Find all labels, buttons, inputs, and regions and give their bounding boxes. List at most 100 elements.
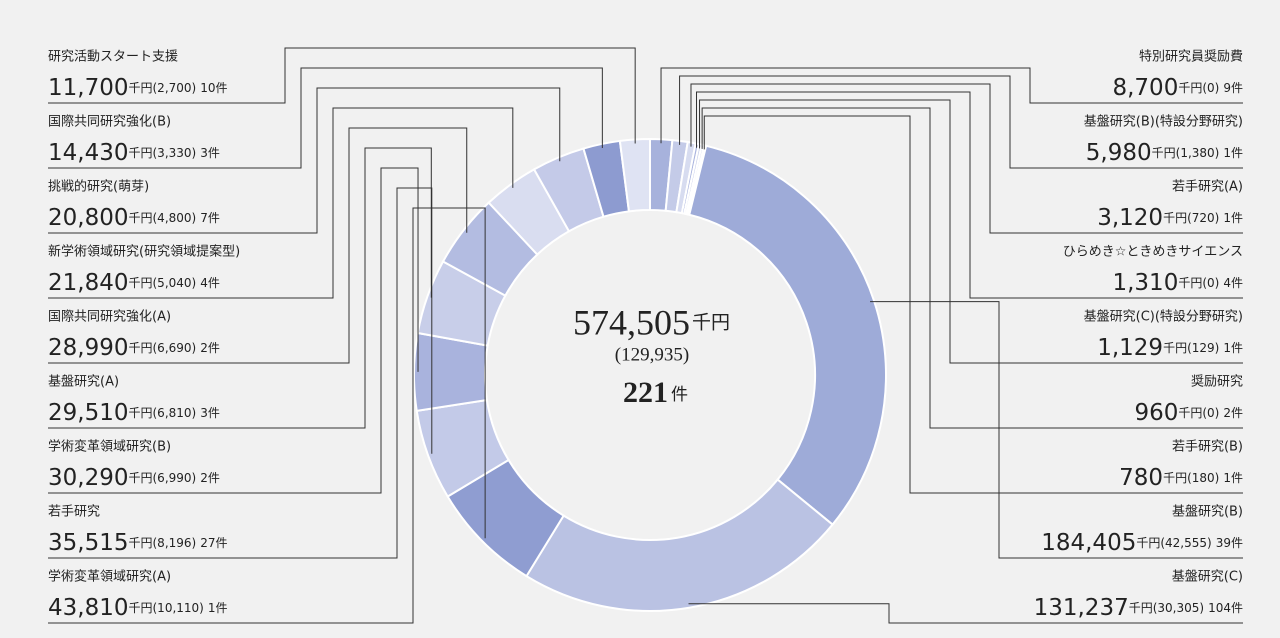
unit: 千円 [128, 211, 152, 225]
value-label: 30,290 [48, 465, 128, 491]
label-group: 基盤研究(C)(特設分野研究) 1,129千円(129) 1件 [1084, 309, 1243, 361]
count: 3件 [200, 406, 220, 420]
label-group: 研究活動スタート支援 11,700千円(2,700) 10件 [48, 50, 228, 101]
label-group: 若手研究 35,515千円(8,196) 27件 [48, 504, 228, 556]
indirect: (1,380) [1176, 146, 1220, 160]
category-label: 学術変革領域研究(B) [48, 439, 171, 455]
leader-line [690, 83, 1243, 234]
indirect: (8,196) [153, 536, 197, 550]
donut-segment [413, 331, 489, 412]
label-group: 奨励研究 960千円(0) 2件 [1134, 375, 1243, 426]
donut-segment [618, 137, 651, 213]
indirect: (42,555) [1160, 536, 1211, 550]
value-line: 20,800千円(4,800) 7件 [48, 205, 220, 231]
leader-line [48, 107, 514, 299]
value-line: 8,700千円(0) 9件 [1112, 75, 1243, 101]
unit: 千円 [1178, 81, 1202, 95]
center-unit: 千円 [692, 312, 730, 334]
category-label: 基盤研究(B)(特設分野研究) [1084, 114, 1243, 130]
category-label: 国際共同研究強化(A) [48, 310, 171, 325]
value-line: 5,980千円(1,380) 1件 [1086, 140, 1243, 166]
value-line: 21,840千円(5,040) 4件 [48, 270, 220, 296]
leader-line [696, 91, 1243, 299]
label-group: 国際共同研究強化(B) 14,430千円(3,330) 3件 [48, 115, 220, 166]
unit: 千円 [128, 81, 152, 95]
value-label: 184,405 [1041, 530, 1136, 556]
label-group: 基盤研究(C) 131,237千円(30,305) 104件 [1034, 570, 1243, 621]
indirect: (30,305) [1153, 601, 1204, 615]
unit: 千円 [128, 146, 152, 160]
count: 1件 [208, 601, 228, 615]
indirect: (6,810) [153, 406, 197, 420]
indirect: (129) [1187, 341, 1219, 355]
value-label: 28,990 [48, 335, 128, 361]
leader-line [48, 187, 433, 559]
unit: 千円 [1163, 211, 1187, 225]
unit: 千円 [1129, 601, 1153, 615]
indirect: (6,690) [153, 341, 197, 355]
value-label: 780 [1119, 465, 1163, 491]
center-total: 574,505 [573, 302, 690, 342]
count: 104件 [1208, 601, 1243, 615]
category-label: 特別研究員奨励費 [1139, 50, 1243, 65]
donut-segment [688, 144, 887, 526]
value-label: 3,120 [1097, 205, 1163, 231]
count: 4件 [200, 276, 220, 290]
label-group: 若手研究(A) 3,120千円(720) 1件 [1097, 179, 1243, 231]
value-label: 960 [1134, 400, 1178, 426]
value-line: 184,405千円(42,555) 39件 [1041, 530, 1243, 556]
count: 2件 [200, 341, 220, 355]
unit: 千円 [128, 536, 152, 550]
leader-line [660, 67, 1243, 144]
value-label: 20,800 [48, 205, 128, 231]
leader-line [699, 99, 1243, 364]
center-count: 221 [623, 376, 668, 409]
count: 39件 [1216, 536, 1243, 550]
value-label: 11,700 [48, 75, 128, 101]
label-group: 基盤研究(B) 184,405千円(42,555) 39件 [1041, 505, 1243, 556]
category-label: 基盤研究(A) [48, 375, 119, 390]
leader-line [48, 167, 419, 494]
count: 10件 [200, 81, 227, 95]
value-label: 21,840 [48, 270, 128, 296]
value-line: 3,120千円(720) 1件 [1097, 205, 1243, 231]
value-line: 35,515千円(8,196) 27件 [48, 530, 228, 556]
count: 3件 [200, 146, 220, 160]
value-line: 780千円(180) 1件 [1119, 465, 1243, 491]
value-label: 14,430 [48, 140, 128, 166]
unit: 千円 [1163, 471, 1187, 485]
count: 1件 [1223, 211, 1243, 225]
count: 1件 [1223, 146, 1243, 160]
category-label: 若手研究 [48, 504, 100, 520]
unit: 千円 [1163, 341, 1187, 355]
leader-line [48, 147, 432, 429]
value-label: 5,980 [1086, 140, 1152, 166]
indirect: (0) [1202, 81, 1219, 95]
label-group: 特別研究員奨励費 8,700千円(0) 9件 [1112, 50, 1243, 101]
category-label: 若手研究(A) [1172, 179, 1243, 195]
category-label: 新学術領域研究(研究領域提案型) [48, 244, 240, 260]
unit: 千円 [1178, 406, 1202, 420]
count: 7件 [200, 211, 220, 225]
value-line: 960千円(0) 2件 [1134, 400, 1243, 426]
category-label: 若手研究(B) [1172, 439, 1243, 455]
value-label: 1,129 [1097, 335, 1163, 361]
value-line: 30,290千円(6,990) 2件 [48, 465, 220, 491]
value-line: 43,810千円(10,110) 1件 [48, 595, 228, 621]
category-label: 挑戦的研究(萌芽) [48, 179, 149, 195]
label-group: 挑戦的研究(萌芽) 20,800千円(4,800) 7件 [48, 179, 220, 231]
unit: 千円 [128, 601, 152, 615]
indirect: (2,700) [153, 81, 197, 95]
value-label: 29,510 [48, 400, 128, 426]
indirect: (0) [1202, 276, 1219, 290]
value-line: 14,430千円(3,330) 3件 [48, 140, 220, 166]
center-indirect: (129,935) [615, 344, 689, 365]
category-label: 学術変革領域研究(A) [48, 569, 171, 585]
unit: 千円 [128, 471, 152, 485]
label-group: 若手研究(B) 780千円(180) 1件 [1119, 439, 1243, 491]
unit: 千円 [1152, 146, 1176, 160]
value-label: 35,515 [48, 530, 128, 556]
category-label: ひらめき☆ときめきサイエンス [1063, 245, 1243, 260]
center-count-unit: 件 [671, 385, 688, 405]
